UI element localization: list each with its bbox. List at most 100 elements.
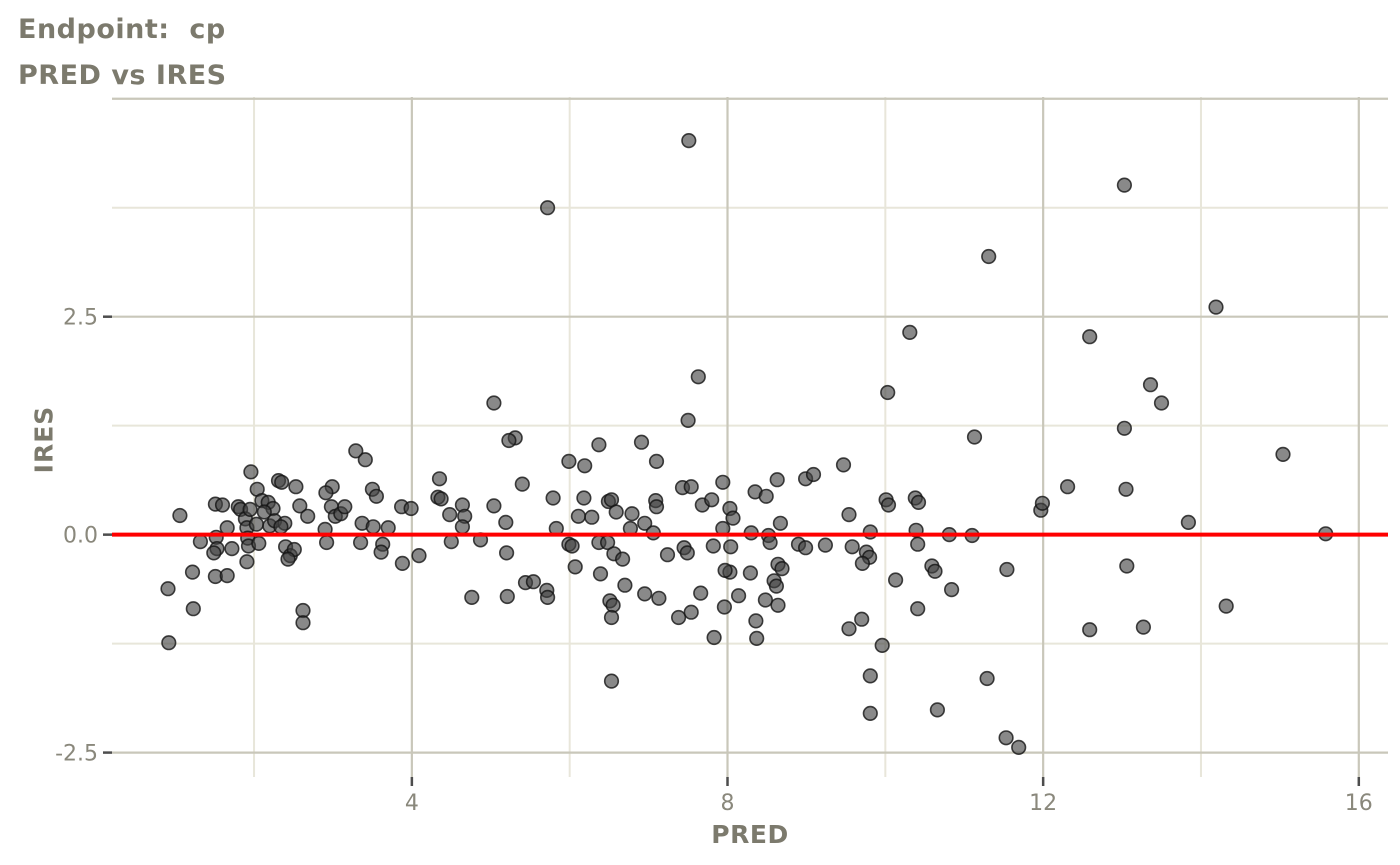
data-point bbox=[499, 545, 515, 561]
data-point bbox=[690, 369, 706, 385]
data-point bbox=[273, 519, 289, 535]
data-point bbox=[525, 574, 542, 590]
data-point bbox=[373, 544, 389, 560]
data-point bbox=[1153, 395, 1170, 411]
data-point bbox=[219, 520, 235, 536]
data-point bbox=[608, 504, 624, 520]
data-point bbox=[683, 604, 699, 620]
data-point bbox=[910, 494, 927, 511]
data-point bbox=[570, 508, 587, 524]
data-point bbox=[486, 395, 502, 411]
data-point bbox=[1180, 514, 1196, 531]
data-point bbox=[539, 200, 556, 216]
data-point bbox=[841, 506, 857, 523]
data-point bbox=[979, 670, 995, 687]
data-point bbox=[880, 384, 896, 401]
data-point bbox=[670, 609, 687, 626]
data-point bbox=[584, 509, 600, 525]
x-axis-label-text: PRED bbox=[711, 820, 789, 849]
data-point bbox=[433, 491, 449, 507]
data-point bbox=[681, 133, 697, 149]
data-point bbox=[442, 506, 458, 523]
data-point bbox=[844, 539, 860, 555]
data-point bbox=[725, 510, 741, 526]
data-point bbox=[769, 472, 785, 488]
data-point bbox=[292, 498, 308, 514]
data-point bbox=[624, 506, 640, 522]
data-point bbox=[1218, 598, 1234, 614]
data-point bbox=[633, 434, 650, 450]
data-point bbox=[486, 498, 502, 514]
data-point bbox=[357, 452, 373, 468]
data-point bbox=[206, 545, 222, 561]
data-point bbox=[295, 615, 311, 631]
data-point bbox=[239, 554, 255, 570]
data-point bbox=[637, 515, 653, 531]
data-point bbox=[591, 437, 607, 453]
data-point bbox=[337, 499, 353, 515]
data-point bbox=[539, 589, 556, 606]
data-point bbox=[1011, 739, 1027, 756]
data-point bbox=[762, 534, 778, 551]
data-point bbox=[501, 432, 517, 449]
data-point bbox=[1082, 622, 1098, 638]
data-point bbox=[274, 474, 290, 490]
data-point bbox=[651, 590, 667, 606]
data-point bbox=[577, 458, 593, 474]
data-point bbox=[902, 324, 918, 341]
data-point bbox=[185, 601, 201, 617]
data-point bbox=[319, 534, 335, 551]
data-point bbox=[768, 578, 785, 594]
data-point bbox=[1059, 479, 1076, 495]
data-point bbox=[742, 565, 759, 581]
x-tick-label: 8 bbox=[721, 791, 735, 816]
data-point bbox=[966, 429, 983, 445]
data-point bbox=[184, 564, 201, 580]
data-point bbox=[454, 519, 471, 535]
data-point bbox=[774, 560, 790, 577]
data-point bbox=[757, 592, 774, 608]
x-tick-label: 4 bbox=[405, 791, 419, 816]
data-point bbox=[1116, 177, 1132, 193]
data-point bbox=[1135, 619, 1151, 635]
data-point bbox=[242, 501, 258, 518]
data-point bbox=[981, 248, 997, 265]
data-point bbox=[443, 533, 459, 550]
data-point bbox=[403, 500, 419, 517]
data-point bbox=[862, 668, 878, 684]
data-point bbox=[567, 559, 583, 575]
data-point bbox=[603, 609, 620, 626]
data-point bbox=[998, 730, 1014, 746]
data-point bbox=[1118, 481, 1134, 497]
data-point bbox=[353, 534, 369, 551]
data-point bbox=[910, 601, 926, 617]
data-point bbox=[874, 637, 890, 654]
data-point bbox=[224, 540, 240, 557]
data-point bbox=[797, 540, 814, 556]
data-point bbox=[394, 555, 411, 572]
data-point bbox=[748, 613, 764, 629]
data-point bbox=[679, 545, 695, 561]
data-point bbox=[161, 635, 177, 651]
plot-title: Endpoint: cp bbox=[18, 14, 226, 45]
data-point bbox=[605, 597, 621, 613]
data-point bbox=[251, 535, 267, 552]
data-point bbox=[1208, 299, 1224, 315]
data-point bbox=[683, 479, 699, 495]
data-point bbox=[464, 589, 480, 606]
data-point bbox=[854, 611, 870, 627]
data-point bbox=[1116, 420, 1132, 436]
data-point bbox=[1142, 377, 1159, 393]
data-point bbox=[704, 492, 720, 508]
data-point bbox=[248, 516, 264, 532]
data-point bbox=[348, 443, 364, 459]
data-point bbox=[693, 585, 709, 601]
data-point bbox=[835, 457, 852, 473]
y-axis-label: IRES bbox=[29, 405, 59, 474]
data-point bbox=[749, 630, 765, 647]
data-point bbox=[1275, 446, 1291, 463]
data-point bbox=[706, 629, 722, 646]
data-point bbox=[365, 519, 381, 535]
data-point bbox=[927, 563, 943, 579]
